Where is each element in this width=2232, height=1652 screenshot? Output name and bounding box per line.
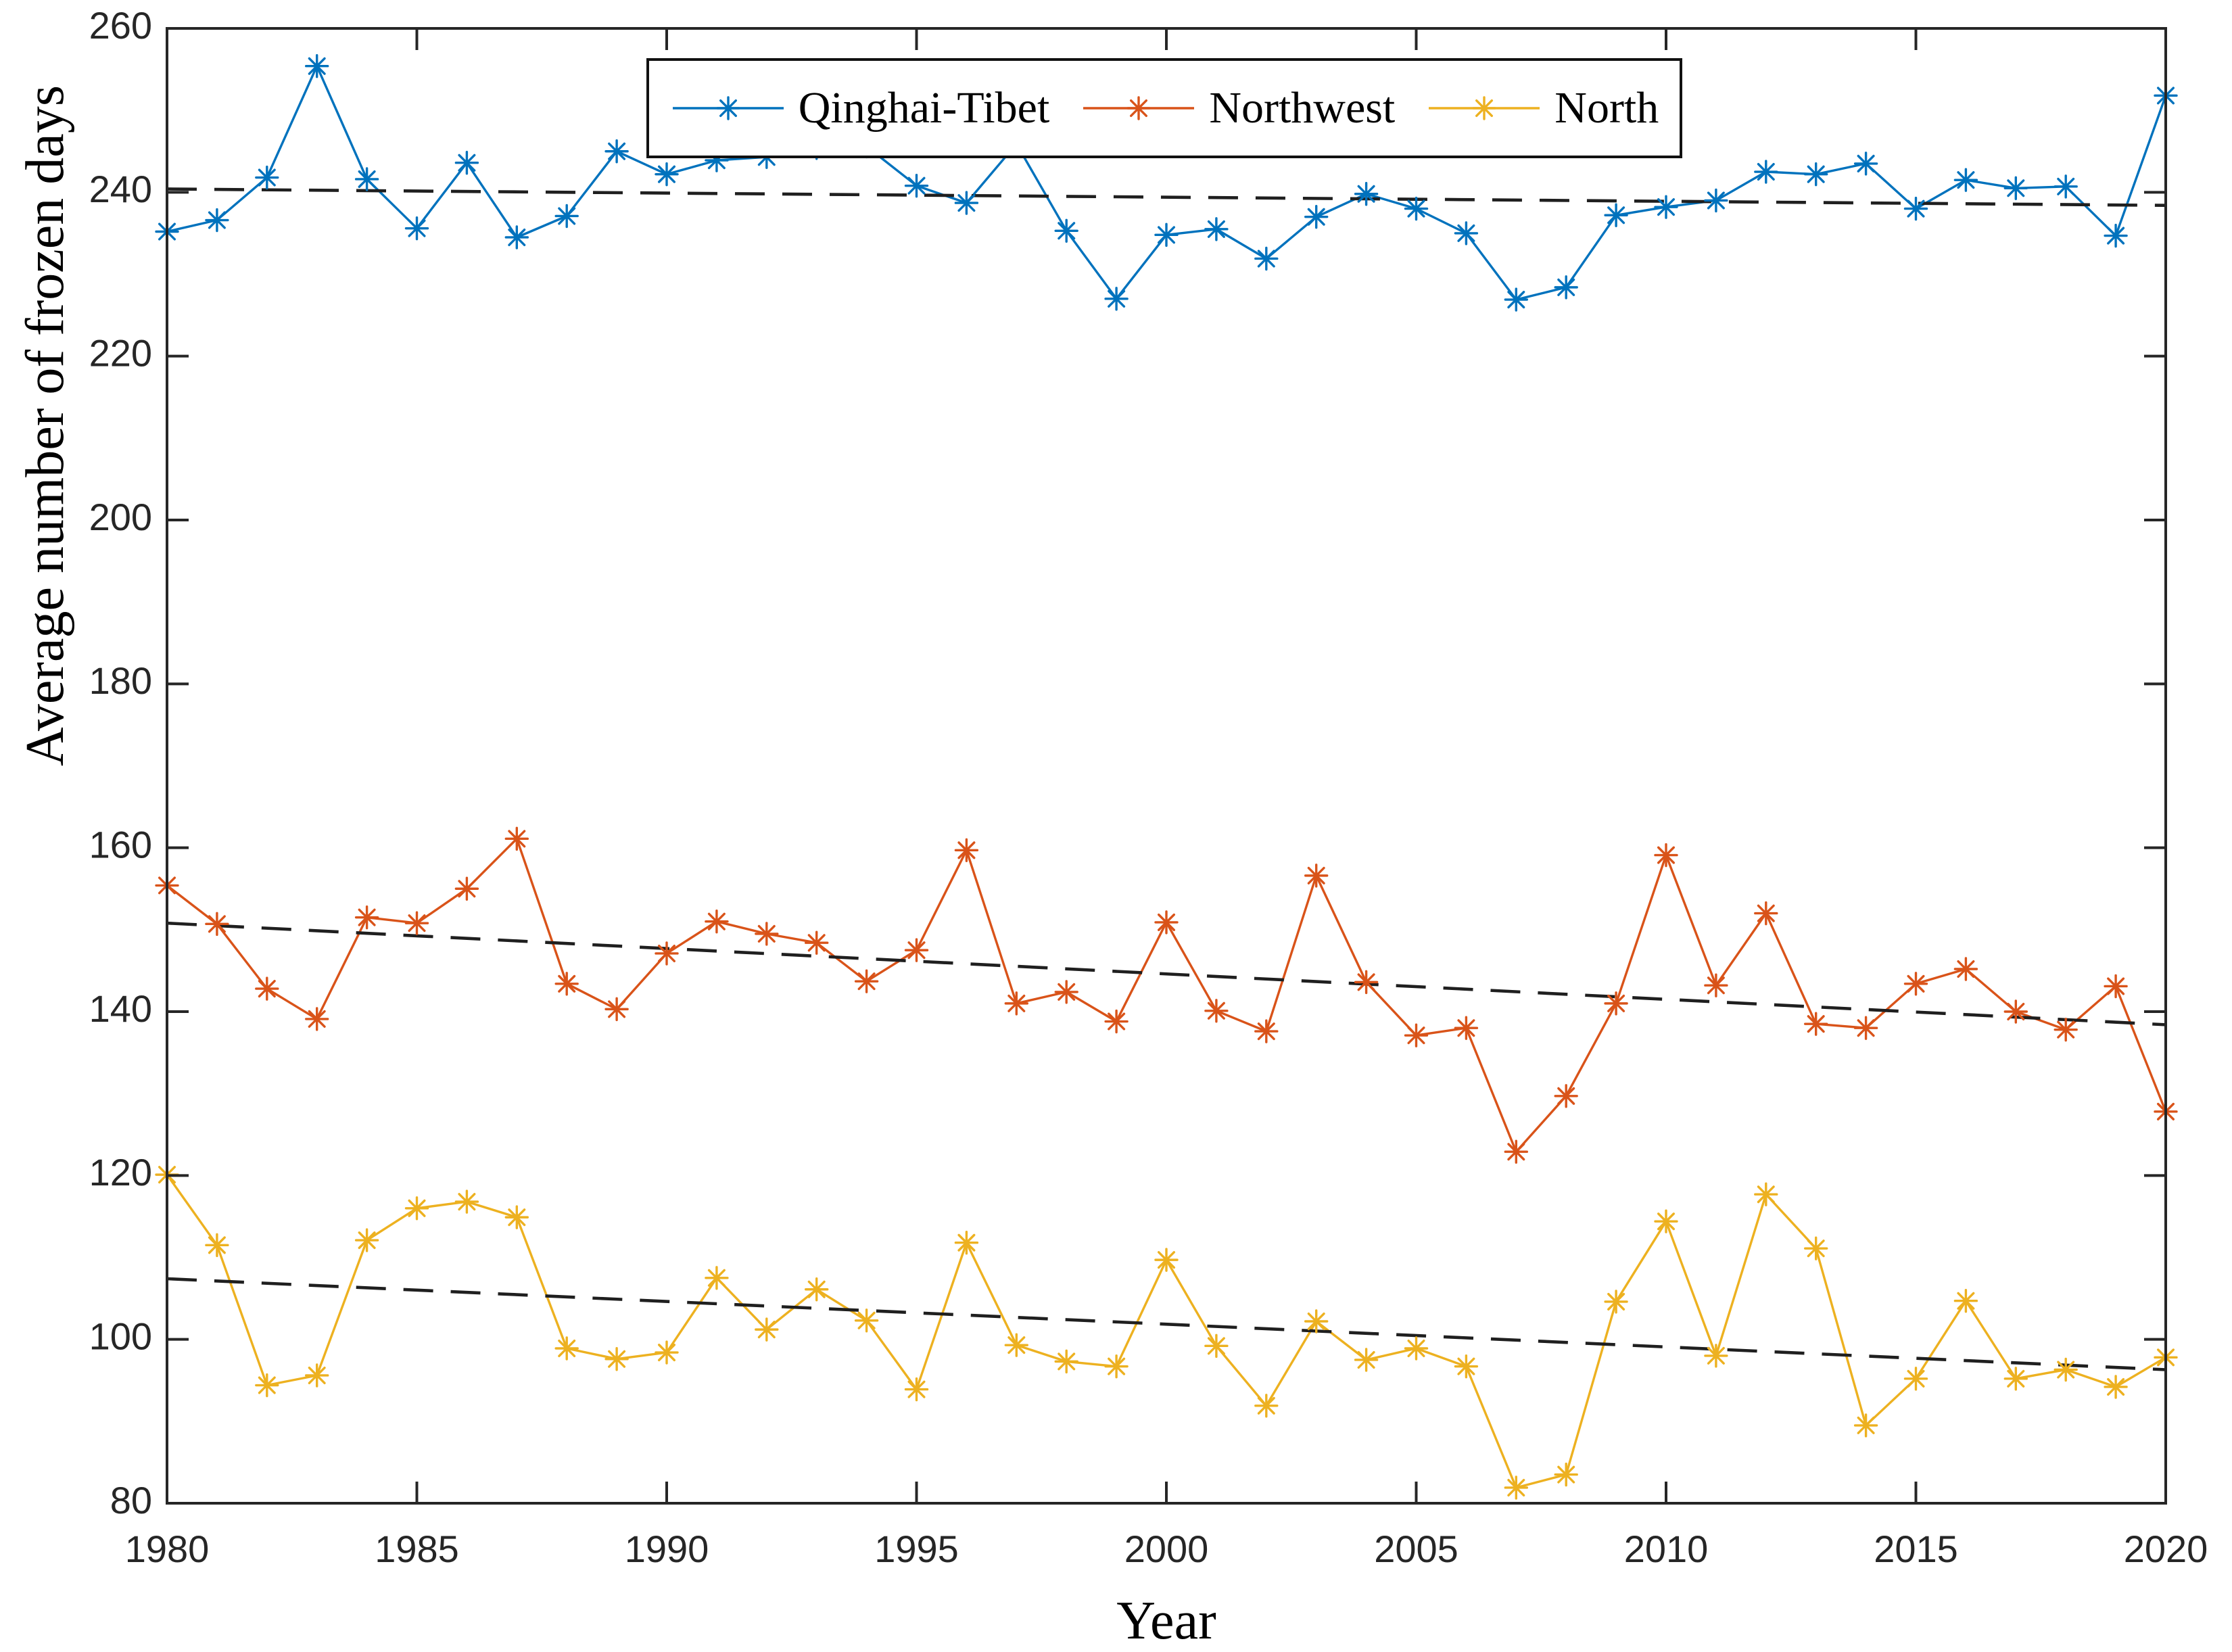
svg-text:120: 120 — [89, 1151, 152, 1194]
legend-item-north: North — [1426, 82, 1659, 134]
svg-text:1980: 1980 — [125, 1528, 210, 1570]
legend-line-asterisk-icon — [672, 96, 784, 120]
legend-label: Qinghai-Tibet — [798, 83, 1050, 133]
svg-text:1985: 1985 — [375, 1528, 459, 1570]
svg-text:180: 180 — [89, 659, 152, 702]
svg-text:220: 220 — [89, 331, 152, 374]
legend-line-asterisk-icon — [1429, 96, 1540, 120]
svg-text:1995: 1995 — [874, 1528, 959, 1570]
series-markers — [155, 54, 2178, 312]
series-markers — [155, 826, 2178, 1164]
svg-text:1990: 1990 — [625, 1528, 709, 1570]
svg-text:240: 240 — [89, 168, 152, 210]
svg-text:260: 260 — [89, 4, 152, 47]
svg-text:80: 80 — [110, 1479, 152, 1521]
y-axis-label: Average number of frozen days — [16, 85, 75, 766]
svg-text:2015: 2015 — [1874, 1528, 1958, 1570]
svg-text:2020: 2020 — [2124, 1528, 2208, 1570]
svg-text:140: 140 — [89, 987, 152, 1030]
legend-line-asterisk-icon — [1083, 96, 1195, 120]
svg-text:160: 160 — [89, 823, 152, 866]
legend-label: Northwest — [1209, 83, 1396, 133]
legend-item-northwest: Northwest — [1081, 82, 1395, 134]
legend-label: North — [1554, 83, 1659, 133]
svg-text:2005: 2005 — [1374, 1528, 1458, 1570]
svg-text:2010: 2010 — [1624, 1528, 1709, 1570]
x-axis-label: Year — [1116, 1591, 1216, 1651]
svg-text:100: 100 — [89, 1315, 152, 1357]
legend-item-qinghai-tibet: Qinghai-Tibet — [670, 82, 1050, 134]
legend: Qinghai-Tibet Northwest North — [646, 58, 1682, 158]
svg-text:2000: 2000 — [1124, 1528, 1209, 1570]
svg-text:200: 200 — [89, 496, 152, 538]
series-markers — [155, 1162, 2178, 1500]
